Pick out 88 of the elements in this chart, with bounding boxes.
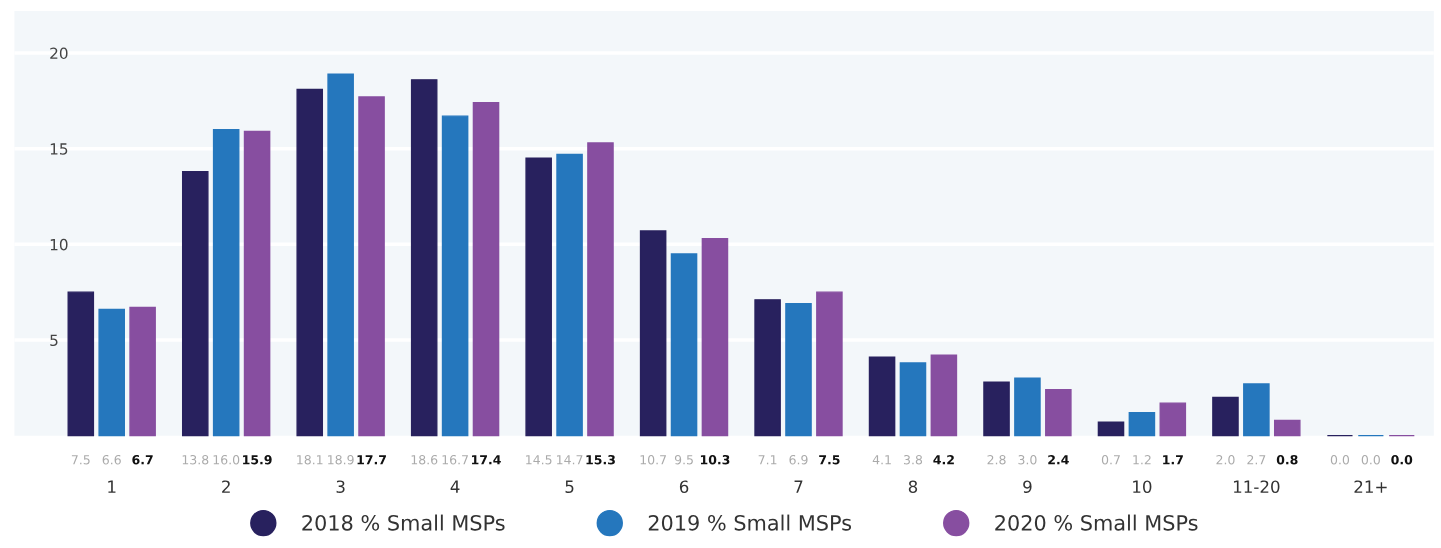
x-tick-label: 2 bbox=[222, 480, 230, 493]
data-label: 15.9 bbox=[243, 455, 272, 465]
bar bbox=[1097, 421, 1125, 437]
data-label: 18.6 bbox=[411, 454, 438, 465]
bar bbox=[296, 88, 324, 437]
x-tick-label: 1 bbox=[108, 480, 116, 493]
bar bbox=[67, 291, 95, 437]
data-label: 16.0 bbox=[213, 454, 240, 465]
data-label: 4.1 bbox=[872, 455, 891, 465]
bar bbox=[1212, 396, 1239, 437]
x-tick-label: 7 bbox=[794, 480, 803, 493]
x-tick-label: 11-20 bbox=[1233, 480, 1280, 494]
legend-label: 2018 % Small MSPs bbox=[302, 514, 505, 531]
data-label: 14.7 bbox=[557, 455, 583, 465]
bar bbox=[639, 230, 667, 437]
data-label: 0.8 bbox=[1276, 454, 1298, 465]
y-tick-label: 20 bbox=[50, 47, 68, 60]
bar bbox=[129, 306, 156, 437]
legend-label: 2020 % Small MSPs bbox=[995, 514, 1198, 531]
bar bbox=[754, 299, 781, 437]
legend-label: 2019 % Small MSPs bbox=[648, 514, 852, 531]
bar bbox=[212, 128, 240, 437]
bar bbox=[98, 308, 125, 437]
data-label: 3.0 bbox=[1018, 454, 1037, 465]
data-label: 2.4 bbox=[1048, 454, 1069, 465]
data-label: 2.8 bbox=[987, 454, 1006, 465]
bar bbox=[587, 142, 614, 437]
data-label: 16.7 bbox=[442, 454, 468, 465]
data-label: 14.5 bbox=[526, 455, 552, 465]
data-label: 2.7 bbox=[1247, 454, 1266, 465]
bar bbox=[1045, 389, 1072, 437]
bar bbox=[358, 96, 385, 437]
bar bbox=[1159, 402, 1187, 437]
data-label: 7.5 bbox=[819, 455, 840, 465]
data-label: 0.0 bbox=[1361, 454, 1380, 465]
bar bbox=[816, 291, 843, 437]
bar bbox=[556, 153, 583, 437]
bar bbox=[327, 73, 354, 437]
bar bbox=[410, 79, 438, 437]
data-label: 18.9 bbox=[328, 454, 354, 465]
bar bbox=[441, 115, 469, 437]
bar bbox=[1243, 383, 1270, 437]
bar bbox=[1014, 377, 1041, 437]
data-label: 10.3 bbox=[700, 454, 730, 465]
bar bbox=[243, 130, 271, 437]
bar bbox=[899, 362, 927, 437]
data-label: 7.1 bbox=[758, 455, 777, 465]
bar bbox=[930, 354, 958, 437]
data-label: 17.4 bbox=[472, 455, 501, 465]
data-label: 7.5 bbox=[71, 455, 90, 465]
data-label: 1.7 bbox=[1163, 455, 1183, 465]
data-label: 0.0 bbox=[1391, 454, 1413, 465]
data-label: 13.8 bbox=[182, 454, 209, 465]
bar bbox=[472, 102, 500, 437]
data-label: 15.3 bbox=[586, 454, 615, 465]
x-tick-label: 6 bbox=[679, 480, 689, 494]
data-label: 9.5 bbox=[674, 454, 693, 465]
data-label: 1.2 bbox=[1133, 454, 1151, 465]
bar bbox=[525, 157, 552, 437]
bar bbox=[868, 356, 896, 437]
bar bbox=[983, 381, 1010, 437]
data-label: 3.8 bbox=[903, 454, 923, 465]
y-tick-label: 10 bbox=[50, 238, 68, 251]
bar bbox=[181, 170, 209, 437]
data-label: 2.0 bbox=[1216, 454, 1235, 465]
bar bbox=[1273, 419, 1301, 437]
x-tick-label: 10 bbox=[1133, 480, 1152, 494]
bar bbox=[670, 253, 698, 437]
data-label: 17.7 bbox=[357, 455, 386, 465]
x-tick-label: 4 bbox=[450, 480, 460, 493]
data-label: 6.6 bbox=[102, 454, 121, 465]
x-tick-label: 5 bbox=[565, 480, 574, 494]
data-label: 6.7 bbox=[132, 455, 153, 465]
data-label: 0.0 bbox=[1330, 454, 1350, 465]
bar bbox=[701, 237, 729, 437]
x-tick-label: 8 bbox=[908, 480, 918, 494]
y-tick-label: 15 bbox=[50, 143, 68, 155]
bar bbox=[785, 302, 812, 437]
data-label: 4.2 bbox=[933, 454, 954, 465]
x-tick-label: 21+ bbox=[1354, 480, 1387, 493]
data-label: 18.1 bbox=[297, 454, 323, 465]
data-label: 10.7 bbox=[640, 454, 666, 465]
bar bbox=[1128, 412, 1156, 437]
x-tick-label: 9 bbox=[1023, 480, 1032, 494]
y-tick-label: 5 bbox=[50, 334, 58, 347]
data-label: 6.9 bbox=[789, 454, 808, 465]
x-tick-label: 3 bbox=[336, 480, 345, 494]
data-label: 0.7 bbox=[1101, 454, 1120, 465]
